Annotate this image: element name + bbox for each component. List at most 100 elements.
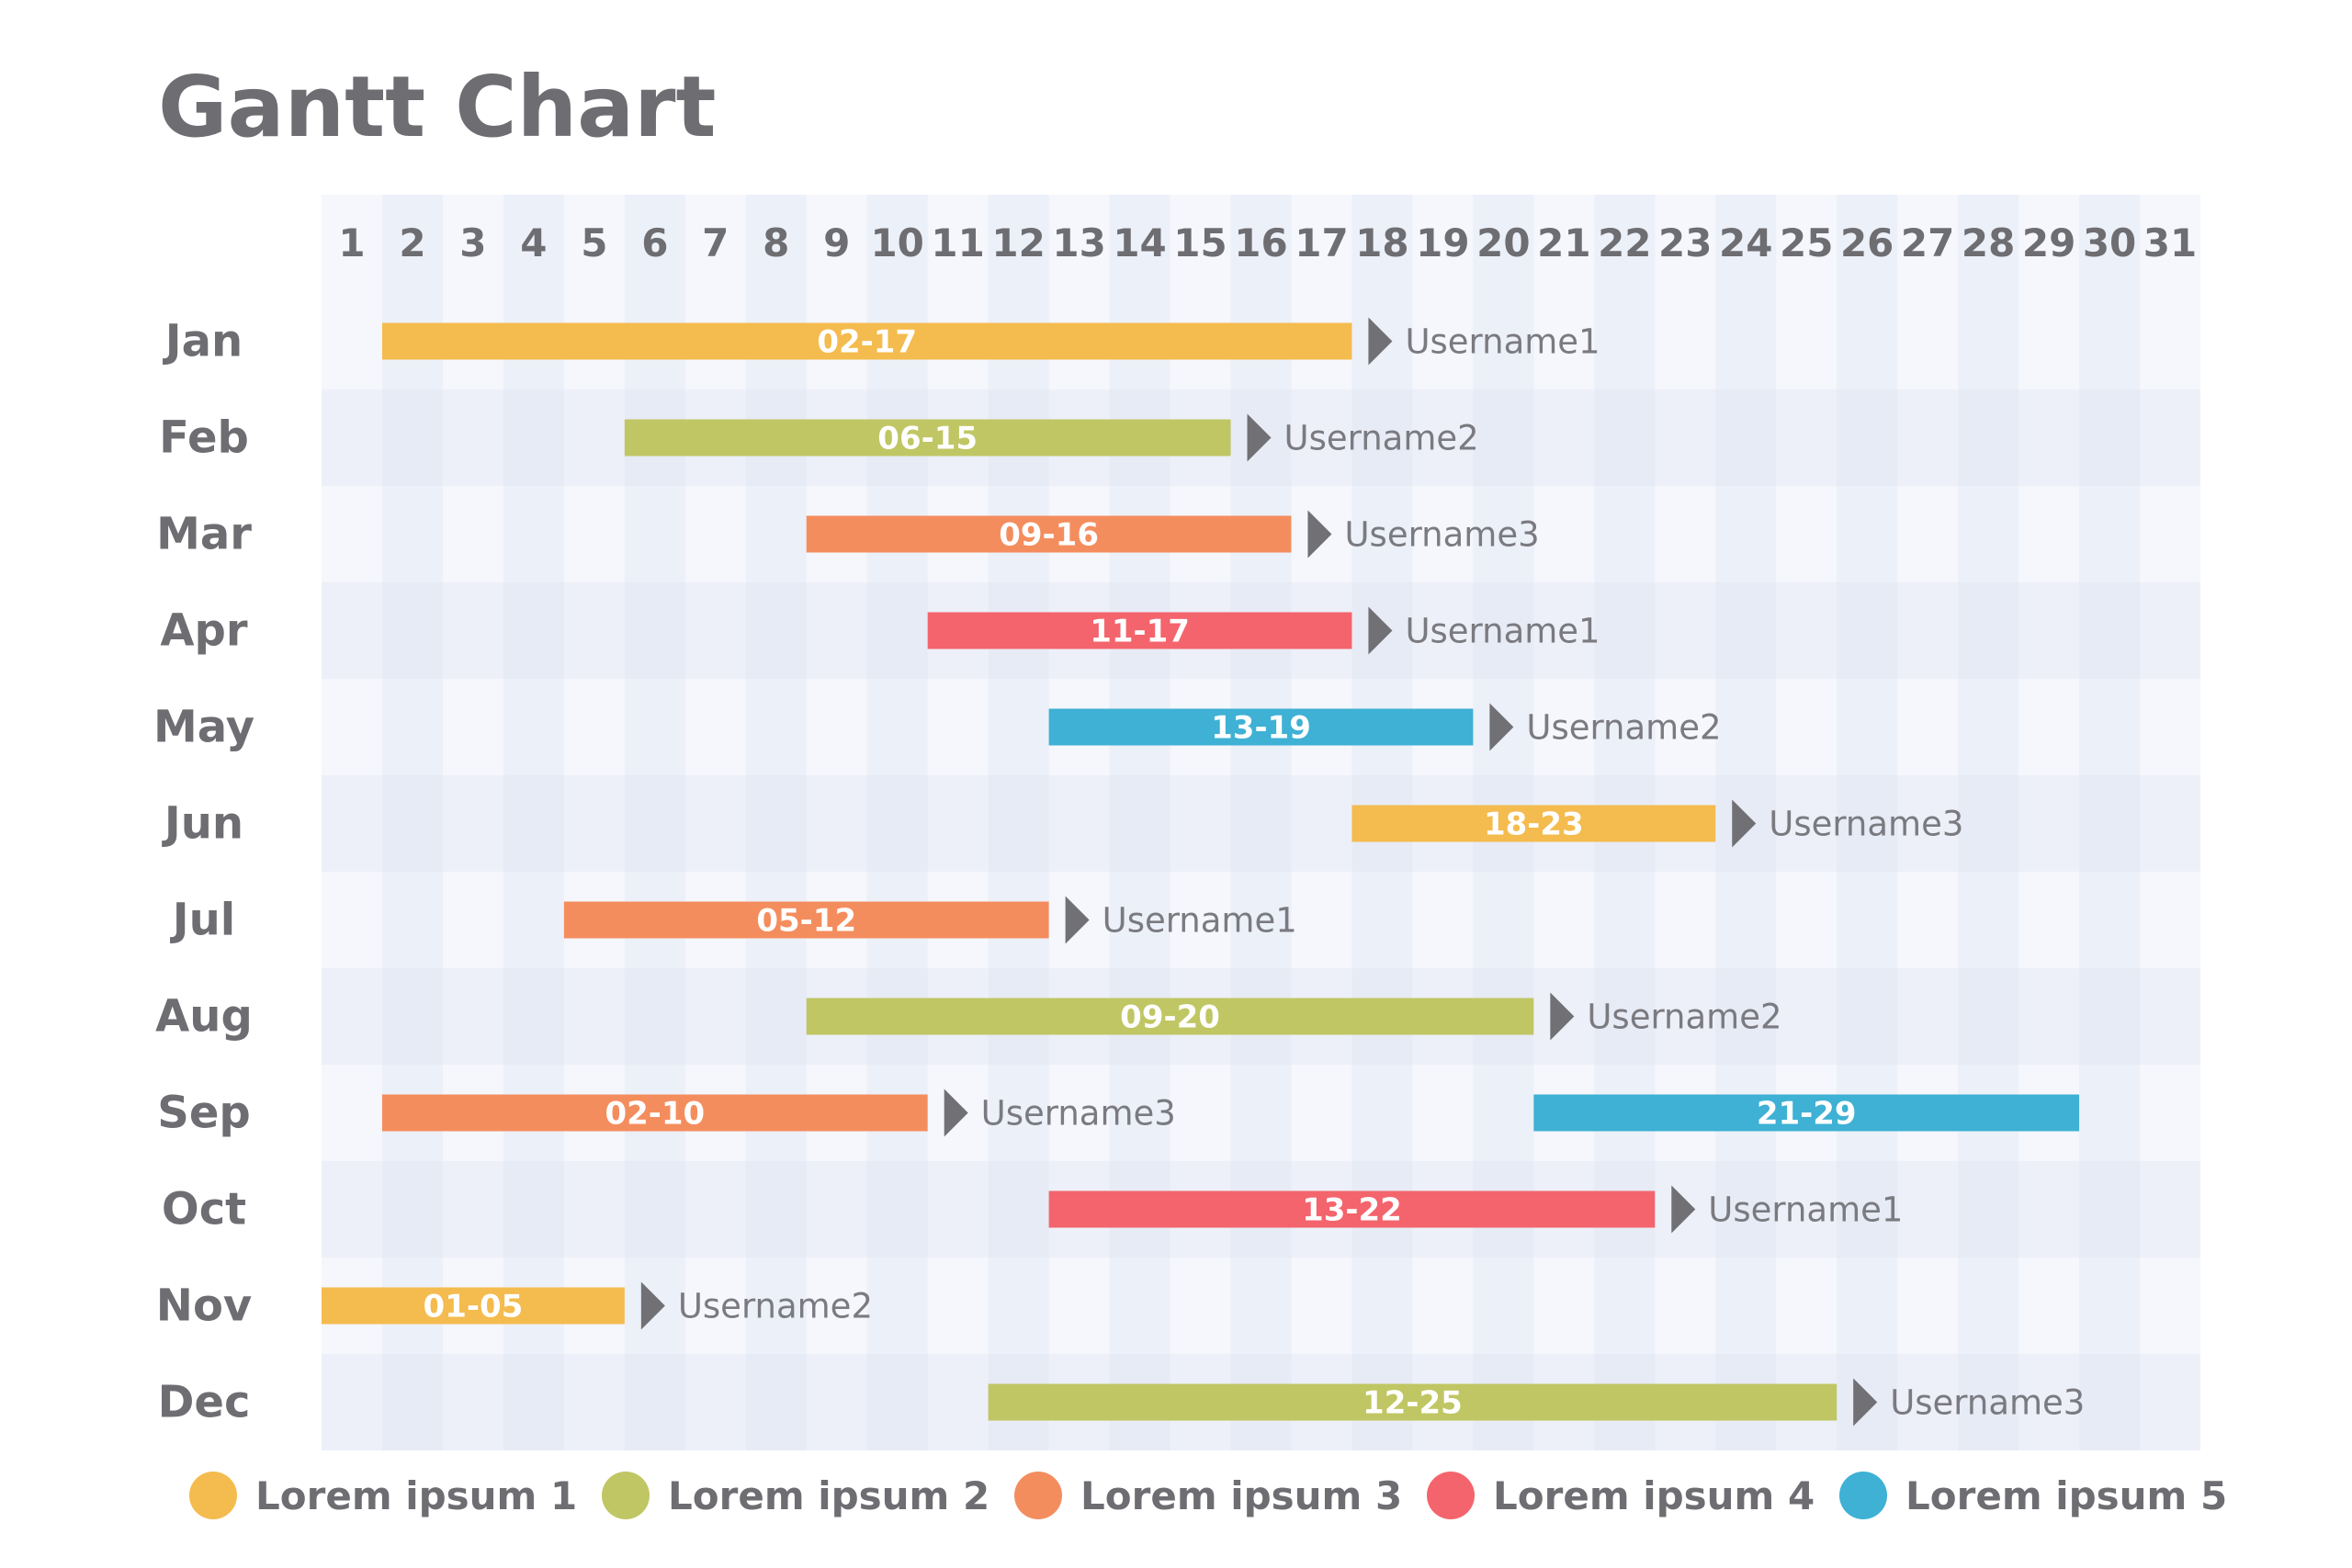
day-tick-label: 1 — [338, 220, 365, 265]
task-bar-label: 06-15 — [877, 421, 978, 457]
play-arrow-icon — [1550, 992, 1575, 1041]
task-assignee: Username2 — [678, 1287, 873, 1326]
day-tick-label: 25 — [1780, 220, 1833, 265]
month-tick-label: Jun — [162, 798, 243, 850]
grid-column-band — [2079, 195, 2141, 1450]
day-tick-label: 20 — [1476, 220, 1530, 265]
task-bar — [322, 1287, 625, 1325]
play-arrow-icon — [1671, 1185, 1696, 1234]
month-tick-label: May — [153, 702, 254, 753]
task-bar — [927, 612, 1352, 649]
day-tick-label: 10 — [870, 220, 923, 265]
month-tick-label: Mar — [156, 509, 252, 560]
play-arrow-icon — [1247, 413, 1272, 462]
month-tick-label: Jul — [170, 895, 235, 946]
task-bar — [988, 1383, 1838, 1421]
task-assignee: Username1 — [1102, 901, 1297, 941]
task-bar-label: 01-05 — [424, 1289, 524, 1325]
month-tick-label: Sep — [157, 1088, 250, 1139]
task-bar-label: 05-12 — [756, 903, 856, 940]
day-tick-label: 23 — [1658, 220, 1712, 265]
month-tick-label: Jan — [163, 316, 243, 367]
day-tick-label: 8 — [763, 220, 789, 265]
task-bars: 02-17 Username1 06-15 Username2 09-16 Usernam… — [322, 317, 2085, 1427]
task-bar — [1048, 1190, 1656, 1228]
month-tick-label: Aug — [155, 991, 253, 1043]
task-bar-label: 02-10 — [605, 1096, 705, 1133]
play-arrow-icon — [1307, 510, 1332, 558]
task-assignee: Username3 — [1344, 515, 1539, 555]
task-bar — [806, 515, 1292, 553]
task-assignee: Username2 — [1284, 419, 1479, 458]
day-tick-label: 30 — [2083, 220, 2136, 265]
grid-column-band — [1958, 195, 2019, 1450]
task-bar — [806, 998, 1534, 1035]
legend-entry-label: Lorem ipsum 4 — [1493, 1473, 1815, 1518]
day-tick-label: 15 — [1173, 220, 1227, 265]
grid-column-band — [745, 195, 807, 1450]
legend-entry-label: Lorem ipsum 2 — [668, 1473, 989, 1518]
day-tick-label: 21 — [1537, 220, 1590, 265]
legend-entry-label: Lorem ipsum 1 — [255, 1473, 577, 1518]
legend: Lorem ipsum 1 Lorem ipsum 2 Lorem ipsum 3 L… — [189, 1472, 2227, 1519]
task-assignee: Username1 — [1708, 1190, 1903, 1230]
day-tick-label: 4 — [520, 220, 547, 265]
task-bar-label: 13-22 — [1302, 1192, 1402, 1229]
month-tick-label: Apr — [160, 605, 248, 657]
legend-entry-label: Lorem ipsum 3 — [1080, 1473, 1402, 1518]
task-bar — [1048, 708, 1474, 746]
day-tick-label: 14 — [1113, 220, 1166, 265]
task-assignee: Username3 — [981, 1094, 1176, 1134]
day-tick-label: 26 — [1840, 220, 1894, 265]
day-tick-label: 27 — [1901, 220, 1954, 265]
play-arrow-icon — [1853, 1378, 1878, 1427]
month-tick-label: Feb — [159, 412, 249, 464]
play-arrow-icon — [944, 1089, 968, 1137]
task-assignee: Username1 — [1405, 612, 1600, 651]
task-bar — [1351, 805, 1716, 842]
grid-column-band — [1837, 195, 1898, 1450]
task-assignee: Username3 — [1890, 1383, 2085, 1423]
task-assignee: Username2 — [1526, 708, 1721, 748]
legend-dot-icon — [602, 1472, 650, 1519]
legend-dot-icon — [1839, 1472, 1887, 1519]
day-tick-label: 29 — [2022, 220, 2075, 265]
day-tick-label: 13 — [1052, 220, 1105, 265]
day-tick-label: 28 — [1962, 220, 2015, 265]
legend-dot-icon — [189, 1472, 237, 1519]
grid-row-band — [322, 775, 2200, 872]
day-tick-label: 17 — [1295, 220, 1348, 265]
legend-dot-icon — [1014, 1472, 1062, 1519]
task-bar — [381, 1094, 928, 1132]
task-bar-label: 18-23 — [1484, 807, 1584, 843]
day-tick-label: 5 — [581, 220, 607, 265]
day-tick-label: 24 — [1719, 220, 1772, 265]
day-axis: 1 2 3 4 5 6 7 8 9 10 11 12 13 14 15 16 17 18 19 20 21 22 23 24 2… — [338, 220, 2197, 265]
play-arrow-icon — [1368, 606, 1393, 655]
play-arrow-icon — [1368, 317, 1393, 366]
day-tick-label: 18 — [1355, 220, 1408, 265]
day-tick-label: 22 — [1598, 220, 1651, 265]
day-tick-label: 19 — [1416, 220, 1469, 265]
month-axis: Jan Feb Mar Apr May Jun Jul Aug Sep Oct Nov Dec — [153, 316, 254, 1428]
month-tick-label: Oct — [162, 1184, 246, 1235]
play-arrow-icon — [1489, 703, 1514, 751]
grid-background — [322, 195, 2200, 1450]
day-tick-label: 3 — [459, 220, 486, 265]
task-bar-label: 13-19 — [1211, 710, 1311, 747]
day-tick-label: 7 — [702, 220, 729, 265]
grid-column-band — [866, 195, 928, 1450]
month-tick-label: Dec — [158, 1377, 251, 1428]
grid-column-band — [381, 195, 443, 1450]
grid-column-band — [1109, 195, 1170, 1450]
task-bar-label: 02-17 — [817, 324, 917, 361]
play-arrow-icon — [1732, 799, 1757, 848]
task-bar-label: 11-17 — [1090, 614, 1190, 650]
task-bar — [381, 322, 1352, 360]
day-tick-label: 11 — [931, 220, 984, 265]
grid-column-band — [1230, 195, 1292, 1450]
play-arrow-icon — [640, 1281, 665, 1330]
task-bar-label: 12-25 — [1363, 1385, 1463, 1422]
